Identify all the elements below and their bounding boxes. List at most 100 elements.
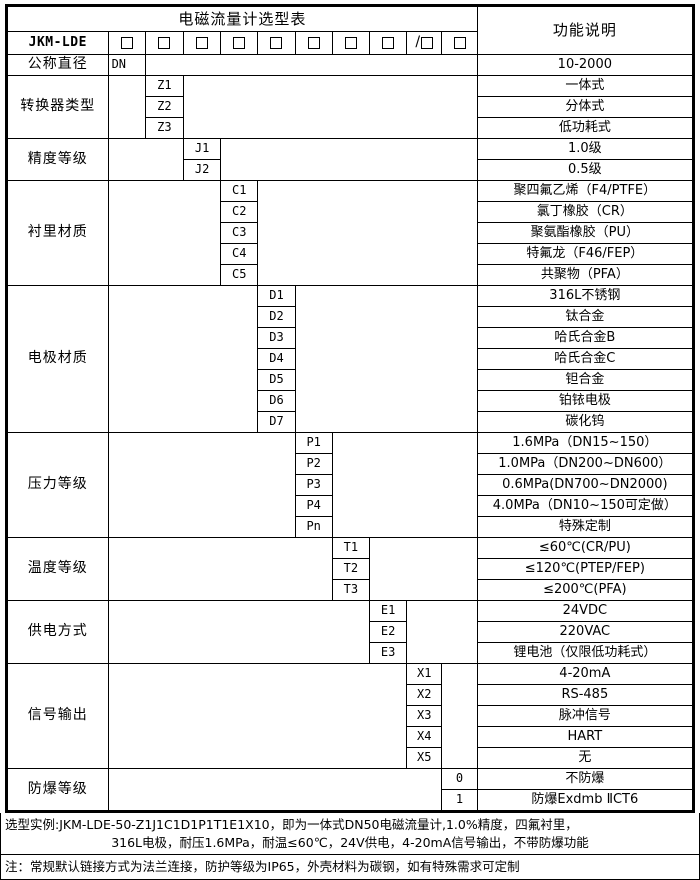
option-code-5-5[interactable]: D5 (257, 369, 296, 391)
checkbox-icon[interactable] (382, 37, 395, 50)
title-row: 电磁流量计选型表 功能说明 (7, 6, 694, 55)
spacer-left-5 (107, 285, 259, 433)
spacer-right-4 (257, 180, 478, 286)
spacer-right-7 (368, 537, 478, 601)
option-code-4-3[interactable]: C3 (220, 222, 259, 244)
model-code-box-6[interactable] (294, 31, 333, 55)
table-row: 温度等级 T1 ≤60℃(CR/PU) (7, 537, 694, 601)
option-code-7-1[interactable]: T1 (331, 537, 370, 559)
group-label-7: 温度等级 (7, 537, 109, 601)
option-description-10-2: 防爆Exdmb ⅡCT6 (476, 789, 694, 811)
option-code-6-5[interactable]: Pn (294, 516, 333, 538)
dn-prefix-label: DN (107, 54, 146, 76)
slash-separator: / (415, 34, 421, 51)
option-code-7-3[interactable]: T3 (331, 579, 370, 601)
checkbox-icon[interactable] (421, 37, 434, 49)
table-row: Z2 分体式 (8, 96, 694, 118)
model-code-box-4[interactable] (220, 31, 259, 55)
option-code-6-3[interactable]: P3 (294, 474, 333, 496)
option-code-5-1[interactable]: D1 (257, 285, 296, 307)
option-code-6-2[interactable]: P2 (294, 453, 333, 475)
option-code-2-1[interactable]: Z1 (144, 75, 184, 97)
option-description-2-3: 低功耗式 (476, 117, 694, 139)
checkbox-icon[interactable] (270, 37, 283, 50)
option-code-2-2[interactable]: Z2 (144, 96, 184, 118)
option-description-1-1: 10-2000 (476, 54, 694, 76)
checkbox-icon[interactable] (158, 37, 171, 50)
option-code-4-5[interactable]: C5 (220, 264, 259, 286)
option-code-5-6[interactable]: D6 (257, 390, 296, 412)
option-description-3-2: 0.5级 (476, 159, 694, 181)
option-description-6-3: 0.6MPa(DN700~DN2000) (476, 474, 694, 496)
table-row: C3 聚氨酯橡胶（PU） (8, 222, 694, 244)
checkbox-icon[interactable] (233, 37, 246, 50)
option-description-9-5: 无 (476, 747, 694, 769)
option-code-3-1[interactable]: J1 (182, 138, 222, 160)
option-code-4-2[interactable]: C2 (220, 201, 259, 223)
model-code-box-2[interactable] (144, 31, 184, 55)
footer-notes: 选型实例:JKM-LDE-50-Z1J1C1D1P1T1E1X10，即为一体式D… (0, 813, 700, 880)
selection-example-line2: 316L电极，耐压1.6MPa，耐温≤60℃，24V供电，4-20mA信号输出，… (111, 835, 589, 851)
table-row: E3 锂电池（仅限低功耗式） (8, 642, 694, 664)
table-row: X4 HART (8, 726, 694, 748)
option-code-9-4[interactable]: X4 (406, 726, 443, 748)
option-description-2-1: 一体式 (476, 75, 694, 97)
checkbox-icon[interactable] (453, 37, 466, 50)
spacer-right-2 (182, 75, 478, 139)
option-code-5-2[interactable]: D2 (257, 306, 296, 328)
option-code-6-1[interactable]: P1 (294, 432, 333, 454)
table-row: 衬里材质 C1 聚四氟乙烯（F4/PTFE） (7, 180, 694, 286)
model-code-box-1[interactable] (107, 31, 146, 55)
group-label-9: 信号输出 (7, 663, 109, 769)
option-code-10-1[interactable]: 0 (441, 768, 478, 790)
model-code-box-10[interactable] (441, 31, 478, 55)
table-row: 压力等级 P1 1.6MPa（DN15~150） (7, 432, 694, 538)
model-code-box-8[interactable] (368, 31, 408, 55)
table-title: 电磁流量计选型表 (7, 6, 478, 32)
option-code-2-3[interactable]: Z3 (144, 117, 184, 139)
spacer-left-4 (107, 180, 222, 286)
option-code-7-2[interactable]: T2 (331, 558, 370, 580)
model-code-box-5[interactable] (257, 31, 296, 55)
model-code-box-9[interactable]: / (406, 31, 443, 55)
description-header: 功能说明 (476, 6, 694, 55)
option-code-8-3[interactable]: E3 (368, 642, 408, 664)
spacer-left-8 (107, 600, 370, 664)
group-label-5: 电极材质 (7, 285, 109, 433)
checkbox-icon[interactable] (307, 37, 320, 50)
checkbox-icon[interactable] (196, 37, 209, 50)
table-row: 1 防爆Exdmb ⅡCT6 (8, 789, 694, 811)
option-code-8-1[interactable]: E1 (368, 600, 408, 622)
option-code-8-2[interactable]: E2 (368, 621, 408, 643)
option-description-5-6: 铂铱电极 (476, 390, 694, 412)
option-code-5-3[interactable]: D3 (257, 327, 296, 349)
option-description-9-4: HART (476, 726, 694, 748)
table-row: 精度等级 J1 1.0级 (7, 138, 694, 181)
spacer-left-10 (107, 768, 443, 811)
option-code-9-3[interactable]: X3 (406, 705, 443, 727)
group-label-4: 衬里材质 (7, 180, 109, 286)
option-code-4-1[interactable]: C1 (220, 180, 259, 202)
model-code-box-3[interactable] (182, 31, 222, 55)
option-code-6-4[interactable]: P4 (294, 495, 333, 517)
spacer-right-9 (441, 663, 478, 769)
option-code-3-2[interactable]: J2 (182, 159, 222, 181)
table-row: 电极材质 D1 316L不锈钢 (7, 285, 694, 433)
option-code-9-5[interactable]: X5 (406, 747, 443, 769)
table-row: 信号输出 X1 4-20mA (7, 663, 694, 769)
option-code-9-2[interactable]: X2 (406, 684, 443, 706)
checkbox-icon[interactable] (344, 37, 357, 50)
group-label-10: 防爆等级 (7, 768, 109, 811)
option-code-4-4[interactable]: C4 (220, 243, 259, 265)
option-code-5-7[interactable]: D7 (257, 411, 296, 433)
option-code-10-2[interactable]: 1 (441, 789, 478, 811)
model-code-box-7[interactable] (331, 31, 370, 55)
spacer-right-8 (406, 600, 478, 664)
spacer-left-7 (107, 537, 333, 601)
option-description-5-3: 哈氏合金B (476, 327, 694, 349)
option-code-9-1[interactable]: X1 (406, 663, 443, 685)
option-code-5-4[interactable]: D4 (257, 348, 296, 370)
table-row: D6 铂铱电极 (8, 390, 694, 412)
checkbox-icon[interactable] (120, 37, 133, 50)
table-row: P4 4.0MPa（DN10~150可定做） (8, 495, 694, 517)
